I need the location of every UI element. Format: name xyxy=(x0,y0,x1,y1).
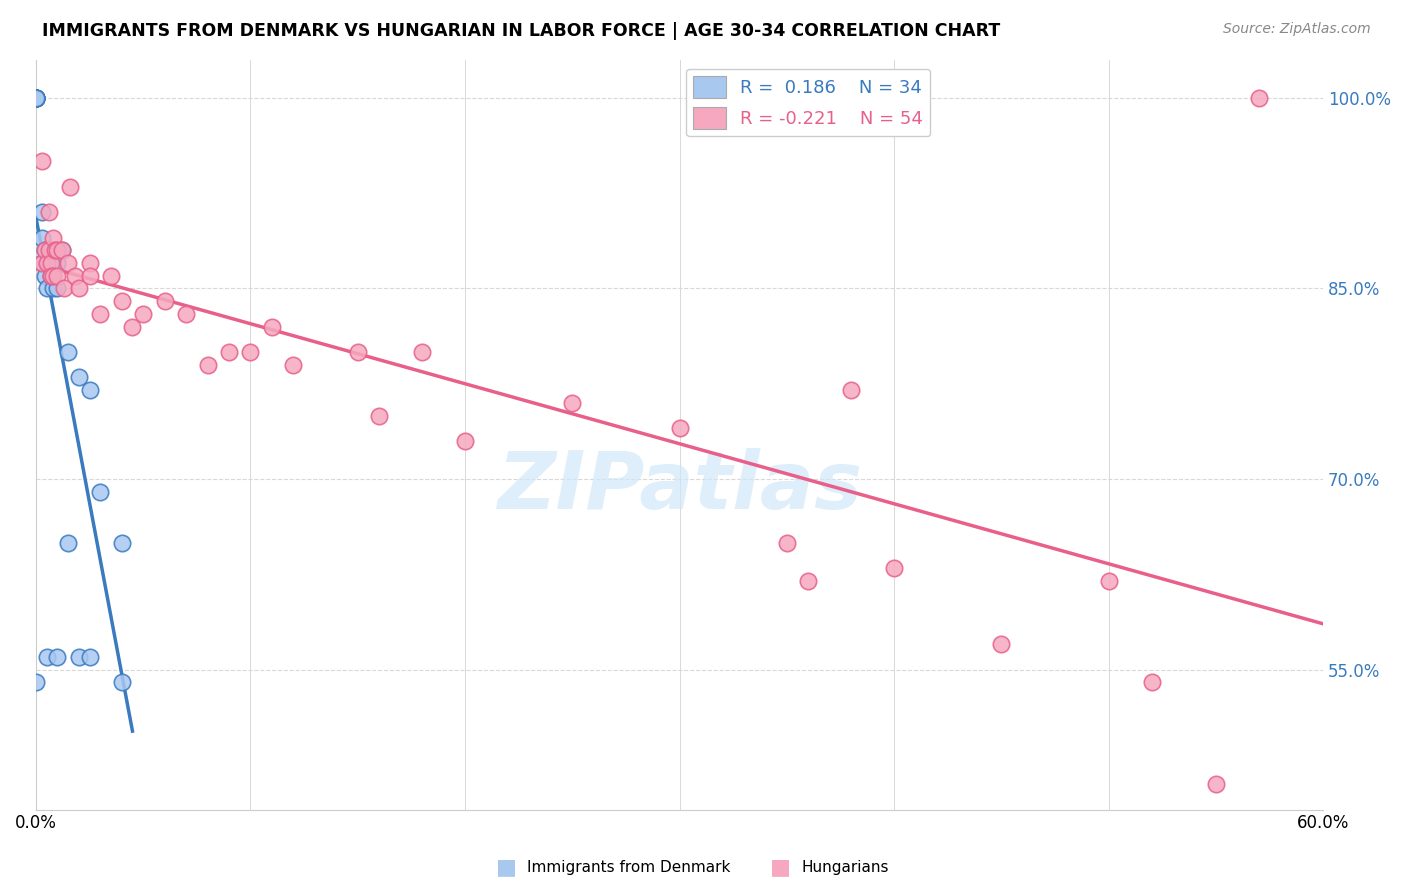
Point xyxy=(239,345,262,359)
Text: IMMIGRANTS FROM DENMARK VS HUNGARIAN IN LABOR FORCE | AGE 30-34 CORRELATION CHAR: IMMIGRANTS FROM DENMARK VS HUNGARIAN IN … xyxy=(42,22,1001,40)
Point xyxy=(79,268,101,283)
Text: Immigrants from Denmark: Immigrants from Denmark xyxy=(527,860,731,874)
Point xyxy=(25,675,48,690)
Point xyxy=(111,294,134,309)
Point xyxy=(25,91,48,105)
Point xyxy=(38,205,60,219)
Point xyxy=(51,244,73,258)
Point xyxy=(31,205,53,219)
Point xyxy=(35,256,58,270)
Point xyxy=(31,230,53,244)
Point xyxy=(42,256,65,270)
Point xyxy=(39,256,62,270)
Point xyxy=(67,370,90,384)
Point xyxy=(25,91,48,105)
Point xyxy=(1247,91,1270,105)
Point xyxy=(100,268,122,283)
Point xyxy=(39,256,62,270)
Point xyxy=(25,91,48,105)
Point xyxy=(56,535,79,549)
Point xyxy=(25,91,48,105)
Text: ZIPatlas: ZIPatlas xyxy=(498,448,862,526)
Point xyxy=(46,256,69,270)
Point xyxy=(25,91,48,105)
Text: ■: ■ xyxy=(770,857,790,877)
Point xyxy=(883,561,905,575)
Point xyxy=(839,383,862,397)
Point xyxy=(776,535,799,549)
Point xyxy=(52,281,75,295)
Point xyxy=(132,307,155,321)
Point xyxy=(34,244,56,258)
Point xyxy=(368,409,391,423)
Point xyxy=(25,91,48,105)
Point xyxy=(39,268,62,283)
Point xyxy=(218,345,240,359)
Point xyxy=(990,637,1012,651)
Text: ■: ■ xyxy=(496,857,516,877)
Point xyxy=(46,268,69,283)
Point xyxy=(174,307,197,321)
Point xyxy=(1205,777,1227,791)
Point xyxy=(79,256,101,270)
Point xyxy=(35,281,58,295)
Point xyxy=(197,358,219,372)
Point xyxy=(46,281,69,295)
Point xyxy=(42,268,65,283)
Point xyxy=(51,244,73,258)
Point xyxy=(35,256,58,270)
Point xyxy=(67,281,90,295)
Point xyxy=(79,383,101,397)
Point xyxy=(42,230,65,244)
Point xyxy=(89,307,111,321)
Point xyxy=(67,650,90,665)
Point xyxy=(35,650,58,665)
Point xyxy=(34,244,56,258)
Point xyxy=(111,675,134,690)
Point xyxy=(46,244,69,258)
Point xyxy=(454,434,477,448)
Point xyxy=(121,319,143,334)
Point xyxy=(346,345,368,359)
Point xyxy=(38,256,60,270)
Point xyxy=(39,268,62,283)
Point xyxy=(260,319,283,334)
Point xyxy=(561,396,583,410)
Point xyxy=(31,256,53,270)
Text: Hungarians: Hungarians xyxy=(801,860,889,874)
Point xyxy=(39,244,62,258)
Legend: R =  0.186    N = 34, R = -0.221    N = 54: R = 0.186 N = 34, R = -0.221 N = 54 xyxy=(686,69,931,136)
Point xyxy=(797,574,820,588)
Point xyxy=(44,244,66,258)
Point xyxy=(79,650,101,665)
Point xyxy=(59,179,82,194)
Text: Source: ZipAtlas.com: Source: ZipAtlas.com xyxy=(1223,22,1371,37)
Point xyxy=(111,535,134,549)
Point xyxy=(34,268,56,283)
Point xyxy=(283,358,305,372)
Point xyxy=(1097,574,1119,588)
Point xyxy=(56,345,79,359)
Point xyxy=(56,256,79,270)
Point xyxy=(25,91,48,105)
Point xyxy=(38,244,60,258)
Point xyxy=(42,281,65,295)
Point xyxy=(63,268,86,283)
Point xyxy=(89,484,111,499)
Point xyxy=(153,294,176,309)
Point xyxy=(31,154,53,169)
Point xyxy=(46,650,69,665)
Point xyxy=(411,345,433,359)
Point xyxy=(31,256,53,270)
Point xyxy=(1140,675,1163,690)
Point xyxy=(668,421,690,435)
